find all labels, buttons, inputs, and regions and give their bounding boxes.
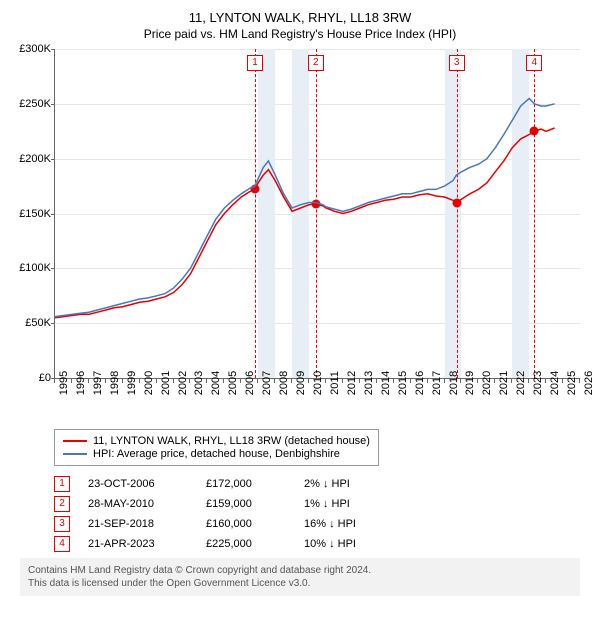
sales-date: 21-SEP-2018 — [88, 518, 188, 530]
sales-row: 3 21-SEP-2018 £160,000 16% ↓ HPI — [54, 516, 588, 532]
x-tick-label: 2016 — [414, 371, 426, 395]
legend-swatch — [63, 440, 87, 442]
footer: Contains HM Land Registry data © Crown c… — [20, 558, 580, 596]
sales-index: 1 — [54, 476, 70, 492]
sales-delta: 2% ↓ HPI — [304, 478, 394, 490]
x-tick-label: 2008 — [278, 371, 290, 395]
sales-price: £160,000 — [206, 518, 286, 530]
x-axis-labels: 1995199619971998199920002001200220032004… — [54, 379, 580, 423]
x-tick-label: 2014 — [380, 371, 392, 395]
sales-delta: 1% ↓ HPI — [304, 498, 394, 510]
y-tick-label: £150K — [7, 208, 51, 220]
x-tick-label: 2002 — [177, 371, 189, 395]
x-tick-label: 2003 — [193, 371, 205, 395]
x-tick-label: 2022 — [515, 371, 527, 395]
sales-index: 3 — [54, 516, 70, 532]
y-tick-label: £300K — [7, 43, 51, 55]
x-tick-label: 2013 — [363, 371, 375, 395]
x-tick-label: 2011 — [329, 371, 341, 395]
y-tick-label: £50K — [7, 317, 51, 329]
sales-price: £172,000 — [206, 478, 286, 490]
sales-price: £159,000 — [206, 498, 286, 510]
x-tick-label: 1995 — [58, 371, 70, 395]
x-tick-label: 2023 — [532, 371, 544, 395]
sales-row: 2 28-MAY-2010 £159,000 1% ↓ HPI — [54, 496, 588, 512]
footer-line-1: Contains HM Land Registry data © Crown c… — [28, 564, 572, 577]
x-tick-label: 1998 — [109, 371, 121, 395]
sales-table: 1 23-OCT-2006 £172,000 2% ↓ HPI 2 28-MAY-2010… — [54, 476, 588, 552]
page-title: 11, LYNTON WALK, RHYL, LL18 3RW — [12, 10, 588, 25]
legend-label: HPI: Average price, detached house, Denb… — [93, 448, 340, 460]
sales-delta: 10% ↓ HPI — [304, 538, 394, 550]
x-tick-label: 2026 — [583, 371, 595, 395]
y-tick-label: £250K — [7, 98, 51, 110]
series-price_paid — [55, 128, 555, 318]
x-tick-label: 1997 — [92, 371, 104, 395]
legend-item: HPI: Average price, detached house, Denb… — [63, 448, 370, 460]
x-tick-label: 2018 — [448, 371, 460, 395]
sales-row: 1 23-OCT-2006 £172,000 2% ↓ HPI — [54, 476, 588, 492]
x-tick-label: 2010 — [312, 371, 324, 395]
x-tick-label: 2017 — [431, 371, 443, 395]
x-tick-label: 2021 — [498, 371, 510, 395]
x-tick-label: 2019 — [464, 371, 476, 395]
legend-swatch — [63, 453, 87, 455]
sales-price: £225,000 — [206, 538, 286, 550]
sales-index: 2 — [54, 496, 70, 512]
x-tick-label: 2009 — [295, 371, 307, 395]
x-tick-label: 1996 — [75, 371, 87, 395]
sales-date: 23-OCT-2006 — [88, 478, 188, 490]
x-tick-label: 2015 — [397, 371, 409, 395]
y-tick-label: £0 — [7, 372, 51, 384]
x-tick-label: 2004 — [210, 371, 222, 395]
footer-line-2: This data is licensed under the Open Gov… — [28, 577, 572, 590]
page-subtitle: Price paid vs. HM Land Registry's House … — [12, 27, 588, 41]
x-tick-label: 2001 — [160, 371, 172, 395]
sales-row: 4 21-APR-2023 £225,000 10% ↓ HPI — [54, 536, 588, 552]
legend-item: 11, LYNTON WALK, RHYL, LL18 3RW (detache… — [63, 435, 370, 447]
x-tick-label: 2000 — [143, 371, 155, 395]
legend: 11, LYNTON WALK, RHYL, LL18 3RW (detache… — [54, 429, 379, 466]
series-hpi — [55, 98, 555, 316]
x-tick-label: 2005 — [227, 371, 239, 395]
x-tick-label: 1999 — [126, 371, 138, 395]
sales-date: 28-MAY-2010 — [88, 498, 188, 510]
x-tick-label: 2024 — [549, 371, 561, 395]
chart: £0£50K£100K£150K£200K£250K£300K1234 — [54, 49, 580, 379]
x-tick-label: 2020 — [481, 371, 493, 395]
y-tick-label: £200K — [7, 153, 51, 165]
x-tick-label: 2012 — [346, 371, 358, 395]
legend-label: 11, LYNTON WALK, RHYL, LL18 3RW (detache… — [93, 435, 370, 447]
sales-index: 4 — [54, 536, 70, 552]
sales-delta: 16% ↓ HPI — [304, 518, 394, 530]
sales-date: 21-APR-2023 — [88, 538, 188, 550]
x-tick-label: 2025 — [566, 371, 578, 395]
x-tick-label: 2007 — [261, 371, 273, 395]
y-tick-label: £100K — [7, 262, 51, 274]
x-tick-label: 2006 — [244, 371, 256, 395]
